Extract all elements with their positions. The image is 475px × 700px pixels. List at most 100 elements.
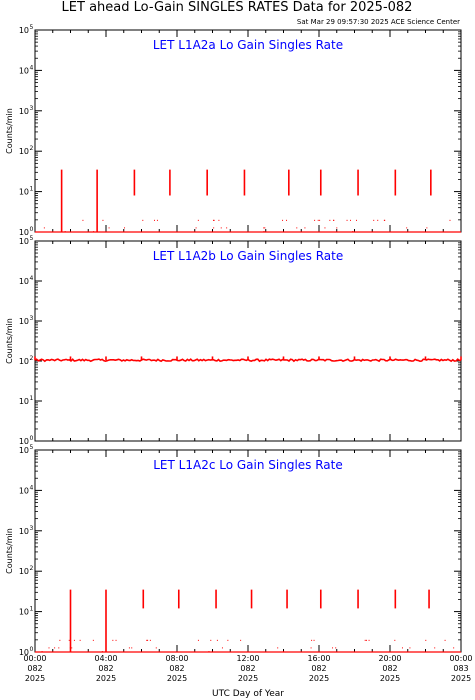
low-count-point [153, 219, 155, 221]
y-tick-base: 10 [19, 228, 29, 237]
y-tick-base: 10 [19, 357, 29, 366]
low-count-point [197, 639, 199, 641]
x-tick-year: 2025 [25, 674, 45, 683]
y-tick-exponent: 2 [30, 565, 34, 572]
y-tick-exponent: 4 [30, 64, 34, 71]
x-tick-year: 2025 [451, 674, 471, 683]
y-tick-label: 10 4 [19, 275, 34, 286]
y-tick-base: 10 [19, 26, 29, 35]
low-count-point [68, 639, 70, 641]
low-count-point [82, 219, 84, 221]
y-tick-label: 10 5 [19, 24, 34, 35]
x-tick-doy: 082 [382, 664, 397, 673]
low-count-point [329, 219, 331, 221]
y-tick-exponent: 2 [30, 355, 34, 362]
low-count-point [317, 219, 319, 221]
y-tick-base: 10 [19, 317, 29, 326]
low-count-point [263, 227, 265, 229]
x-tick-doy: 082 [169, 664, 184, 673]
x-tick-year: 2025 [309, 674, 329, 683]
timestamp: Sat Mar 29 09:57:30 2025 ACE Science Cen… [297, 18, 460, 26]
y-tick-label: 10 2 [19, 355, 34, 366]
x-tick-doy: 082 [240, 664, 255, 673]
x-tick-time: 20:00 [378, 654, 401, 663]
low-count-point [332, 647, 334, 649]
low-count-point [155, 647, 157, 649]
y-tick-exponent: 0 [30, 646, 34, 653]
data-series [35, 589, 461, 653]
y-tick-exponent: 3 [30, 525, 34, 532]
y-tick-label: 10 5 [19, 235, 34, 246]
low-count-point [240, 639, 242, 641]
low-count-point [216, 639, 218, 641]
x-tick-year: 2025 [238, 674, 258, 683]
low-count-point [264, 227, 266, 229]
y-tick-base: 10 [19, 486, 29, 495]
x-tick-doy: 082 [98, 664, 113, 673]
low-count-point [349, 219, 351, 221]
y-tick-label: 10 0 [19, 226, 34, 237]
x-tick-time: 16:00 [307, 654, 330, 663]
low-count-point [383, 219, 385, 221]
data-series [34, 356, 462, 363]
x-tick-doy: 082 [27, 664, 42, 673]
x-tick-doy: 082 [311, 664, 326, 673]
x-tick-time: 00:00 [449, 654, 472, 663]
y-tick-label: 10 0 [19, 646, 34, 657]
low-count-point [314, 219, 316, 221]
low-count-point [210, 639, 212, 641]
low-count-point [313, 639, 315, 641]
low-count-point [147, 639, 149, 641]
panel-title: LET L1A2c Lo Gain Singles Rate [153, 458, 343, 472]
low-count-point [277, 647, 279, 649]
low-count-point [142, 219, 144, 221]
y-tick-label: 10 3 [19, 105, 34, 116]
y-tick-exponent: 3 [30, 315, 34, 322]
y-tick-label: 10 4 [19, 64, 34, 75]
low-count-point [425, 639, 427, 641]
low-count-point [43, 227, 45, 229]
y-tick-base: 10 [19, 567, 29, 576]
low-count-point [346, 219, 348, 221]
low-count-point [131, 647, 133, 649]
y-tick-base: 10 [19, 397, 29, 406]
y-tick-base: 10 [19, 66, 29, 75]
x-tick-year: 2025 [96, 674, 116, 683]
low-count-point [128, 647, 130, 649]
y-tick-exponent: 0 [30, 226, 34, 233]
low-count-point [453, 647, 455, 649]
low-count-point [221, 647, 223, 649]
low-count-point [59, 639, 61, 641]
y-tick-base: 10 [19, 527, 29, 536]
low-count-point [355, 219, 357, 221]
y-tick-base: 10 [19, 446, 29, 455]
low-count-point [449, 219, 451, 221]
low-count-point [54, 647, 56, 649]
low-count-point [336, 227, 338, 229]
low-count-point [401, 647, 403, 649]
y-tick-exponent: 1 [30, 395, 34, 402]
y-axis-label: Counts/min [5, 318, 14, 364]
plot-frame [34, 29, 462, 233]
y-tick-exponent: 4 [30, 484, 34, 491]
y-tick-base: 10 [19, 648, 29, 657]
low-count-point [364, 639, 366, 641]
y-tick-label: 10 2 [19, 145, 34, 156]
x-tick-time: 04:00 [94, 654, 117, 663]
y-tick-base: 10 [19, 237, 29, 246]
y-tick-exponent: 2 [30, 145, 34, 152]
x-tick-time: 08:00 [165, 654, 188, 663]
low-count-point [58, 647, 60, 649]
figure-title: LET ahead Lo-Gain SINGLES RATES Data for… [62, 0, 413, 15]
low-count-point [212, 219, 214, 221]
y-tick-exponent: 1 [30, 606, 34, 613]
y-tick-label: 10 4 [19, 484, 34, 495]
low-count-point [434, 647, 436, 649]
y-tick-exponent: 3 [30, 105, 34, 112]
